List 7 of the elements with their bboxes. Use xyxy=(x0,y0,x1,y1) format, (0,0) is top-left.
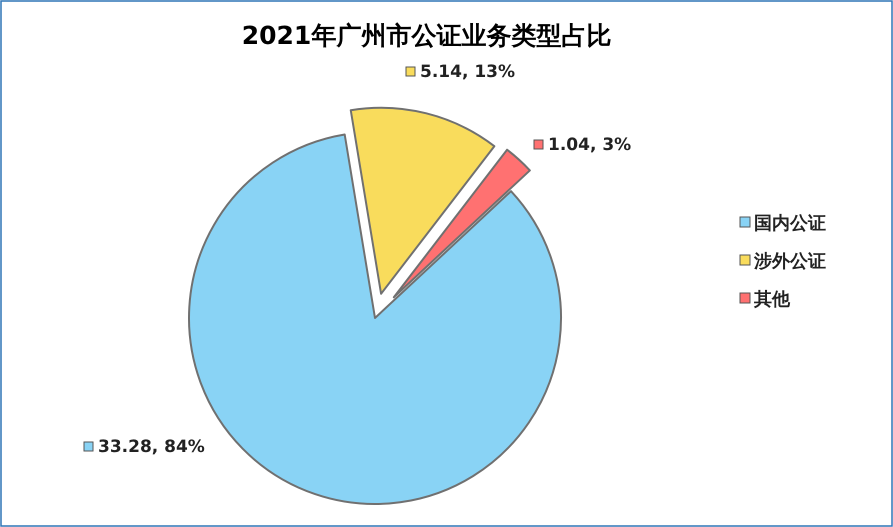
data-label: 5.14, 13% xyxy=(420,62,516,82)
data-label: 33.28, 84% xyxy=(98,437,205,457)
data-label: 1.04, 3% xyxy=(548,135,632,155)
chart-title: 2021年广州市公证业务类型占比 xyxy=(242,21,612,50)
legend-label: 涉外公证 xyxy=(753,251,826,272)
legend-label: 其他 xyxy=(753,289,791,310)
legend-label: 国内公证 xyxy=(754,213,826,234)
